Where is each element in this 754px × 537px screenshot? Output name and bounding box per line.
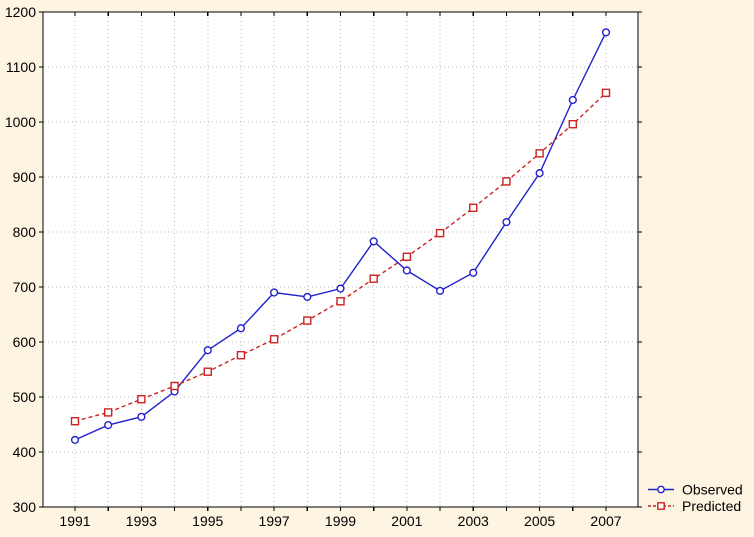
- observed-legend-marker-icon: [657, 485, 665, 494]
- observed-marker: [303, 292, 312, 302]
- predicted-legend-label: Predicted: [682, 498, 741, 514]
- predicted-marker: [70, 417, 80, 426]
- predicted-marker: [269, 335, 279, 344]
- y-axis-label: 300: [13, 499, 37, 515]
- observed-marker: [236, 324, 246, 333]
- x-axis-label: 1993: [126, 513, 157, 529]
- y-axis-label: 900: [13, 169, 37, 185]
- predicted-marker: [203, 367, 212, 376]
- predicted-marker: [137, 395, 146, 404]
- observed-marker: [402, 266, 411, 275]
- predicted-marker: [469, 203, 478, 213]
- x-axis-label: 1991: [59, 513, 90, 529]
- observed-marker: [535, 169, 544, 178]
- observed-marker: [137, 412, 146, 421]
- x-axis-label: 1997: [259, 513, 290, 529]
- predicted-marker: [369, 274, 378, 283]
- y-axis-label: 1200: [5, 4, 36, 20]
- predicted-marker: [103, 408, 113, 417]
- observed-marker: [104, 420, 113, 430]
- y-axis-label: 500: [13, 389, 37, 405]
- observed-marker: [435, 286, 445, 295]
- observed-marker: [270, 288, 279, 297]
- y-axis-label: 800: [13, 224, 37, 240]
- observed-marker: [336, 284, 345, 293]
- predicted-marker: [236, 351, 246, 360]
- predicted-marker: [336, 297, 345, 306]
- observed-legend-label: Observed: [682, 482, 743, 498]
- legend-item-observed: Observed: [648, 482, 743, 498]
- observed-marker: [502, 218, 511, 227]
- x-axis-label: 1999: [325, 513, 356, 529]
- x-axis-label: 2005: [524, 513, 555, 529]
- y-axis-label: 400: [13, 444, 37, 460]
- observed-marker: [601, 28, 611, 37]
- x-axis-label: 2007: [590, 513, 621, 529]
- y-axis-label: 1000: [5, 114, 36, 130]
- x-axis-label: 1995: [192, 513, 223, 529]
- predicted-marker: [435, 228, 445, 238]
- observed-marker: [568, 95, 577, 105]
- predicted-marker: [402, 252, 412, 261]
- y-axis-label: 1100: [6, 59, 36, 75]
- legend-item-predicted: Predicted: [648, 498, 741, 514]
- predicted-legend-marker-icon: [657, 502, 665, 510]
- predicted-marker: [303, 316, 312, 325]
- y-axis-label: 700: [13, 279, 37, 295]
- y-axis-label: 600: [13, 334, 37, 350]
- predicted-marker: [535, 149, 544, 158]
- x-axis-label: 2001: [391, 513, 422, 529]
- predicted-marker: [568, 119, 578, 129]
- observed-marker: [469, 268, 478, 277]
- predicted-marker: [170, 381, 179, 391]
- observed-marker: [369, 237, 378, 246]
- observed-marker: [203, 346, 212, 355]
- x-axis-label: 2003: [458, 513, 489, 529]
- observed-marker: [70, 435, 80, 445]
- predicted-marker: [601, 88, 611, 98]
- predicted-line: [74, 92, 607, 422]
- predicted-marker: [502, 177, 511, 186]
- plot-area: [42, 11, 639, 508]
